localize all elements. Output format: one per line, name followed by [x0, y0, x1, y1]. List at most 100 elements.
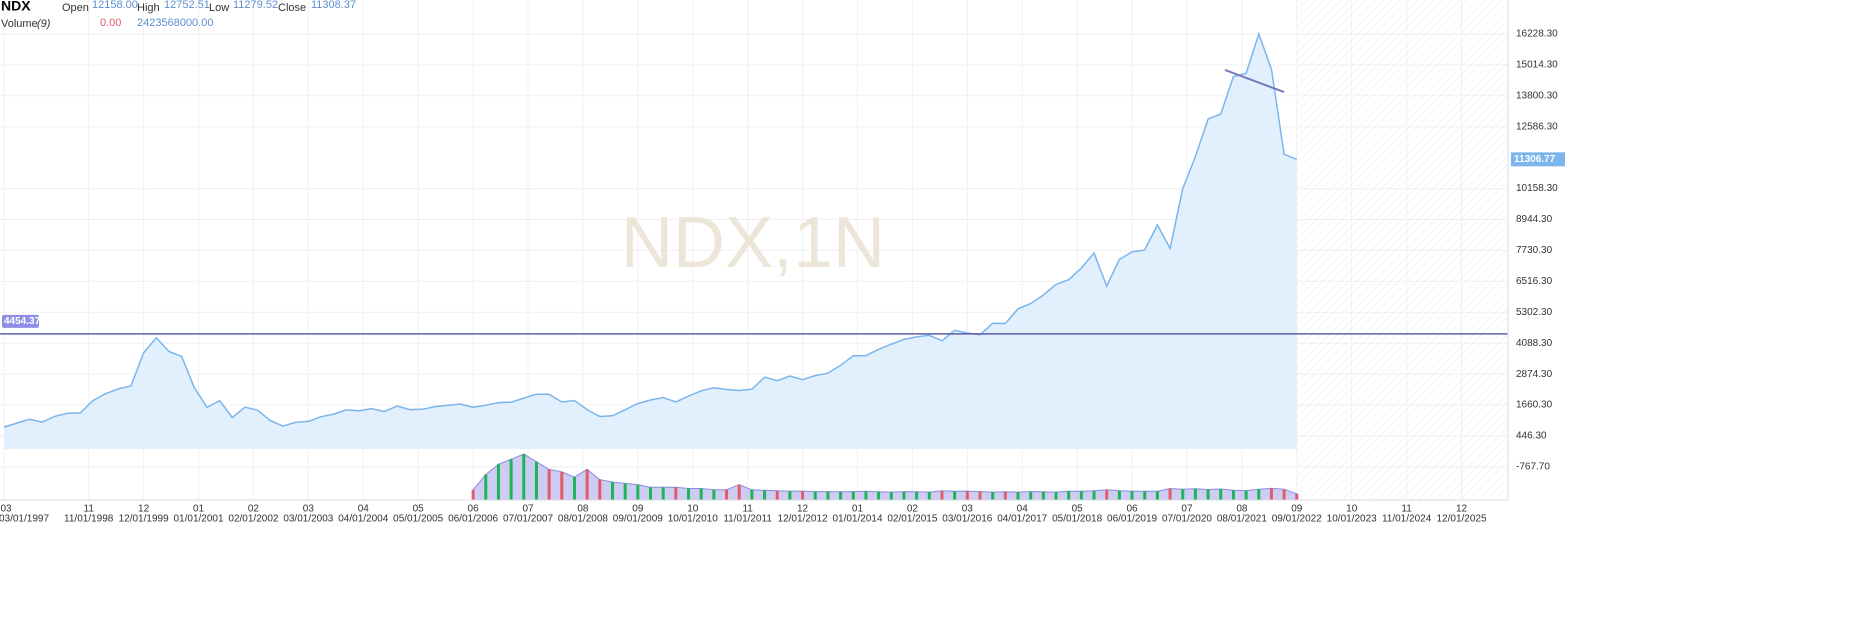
y-tick-label: 5302.30 [1516, 307, 1553, 318]
x-tick-label: 11 [84, 504, 95, 515]
x-tick-label: 01 [852, 504, 864, 515]
volume-bar [585, 469, 589, 500]
volume-bar [851, 491, 855, 500]
volume-bar [991, 492, 995, 500]
volume-bar [1092, 490, 1096, 500]
volume-bar [915, 491, 919, 500]
volume-bar [1041, 491, 1045, 500]
x-tick-label: 10/01/2010 [668, 514, 718, 525]
volume-bar [509, 459, 513, 500]
y-tick-label: 10158.30 [1516, 183, 1558, 194]
last-value-box [1511, 152, 1565, 167]
x-tick-label: 02/01/2015 [887, 514, 937, 525]
volume-bar [750, 489, 754, 500]
symbol: NDX [1, 0, 31, 14]
volume-bar [1079, 491, 1083, 500]
volume-bar [1143, 491, 1147, 500]
volume-bar [572, 477, 576, 500]
x-tick-label: 05 [1072, 504, 1084, 515]
volume-bar [534, 461, 538, 500]
x-tick-label: 03 [0, 504, 12, 515]
x-tick-label: 12 [797, 504, 809, 515]
x-tick-label: 12 [138, 504, 150, 515]
x-tick-label: 12/01/2012 [778, 514, 828, 525]
x-tick-label: 08 [577, 504, 589, 515]
field-value: 12752.51 [164, 0, 210, 11]
field-value: 12158.00 [92, 0, 138, 11]
x-tick-label: 06 [1126, 504, 1138, 515]
volume-bar [610, 482, 614, 500]
future-region [1296, 0, 1508, 500]
x-tick-label: 12/01/1999 [119, 514, 169, 525]
x-tick-label: 07 [522, 504, 534, 515]
x-tick-label: 03 [962, 504, 974, 515]
x-tick-label: 07/01/2020 [1162, 514, 1212, 525]
volume-bar [598, 479, 602, 500]
x-tick-label: 06/01/2006 [448, 514, 498, 525]
x-tick-label: 02 [248, 504, 260, 515]
volume-bar [801, 491, 805, 500]
volume-value: 2423568000.00 [137, 17, 213, 29]
x-tick-label: 03/01/2003 [283, 514, 333, 525]
volume-bar [940, 490, 944, 500]
volume-bar [1219, 489, 1223, 500]
x-tick-label: 10/01/2023 [1327, 514, 1377, 525]
volume-bar [1155, 491, 1159, 500]
x-tick-label: 09 [632, 504, 644, 515]
y-tick-label: 15014.30 [1516, 60, 1558, 71]
x-tick-label: 08/01/2008 [558, 514, 608, 525]
y-tick-label: 13800.30 [1516, 90, 1558, 101]
x-tick-label: 11/01/2024 [1382, 514, 1432, 525]
x-tick-label: 05/01/2005 [393, 514, 443, 525]
volume-bar [471, 489, 475, 500]
header: NDX Open 12158.00 High 12752.51 Low 1127… [1, 0, 356, 30]
field-label: Close [278, 2, 306, 14]
volume-bar [889, 492, 893, 500]
volume-bar [763, 490, 767, 500]
volume-period: (9) [37, 18, 51, 30]
level-label-box [2, 314, 39, 328]
x-tick-label: 03/01/2016 [942, 514, 992, 525]
volume-bar [1257, 489, 1261, 500]
volume-bar [1117, 490, 1121, 500]
x-tick-label: 03 [303, 504, 315, 515]
volume-label: Volume [1, 18, 38, 30]
y-tick-label: 12586.30 [1516, 121, 1558, 132]
volume-bar [953, 491, 957, 500]
volume-bar [649, 487, 653, 500]
field-label: Open [62, 2, 89, 14]
field-label: Low [209, 2, 229, 14]
volume-bar [1130, 491, 1134, 500]
x-tick-label: 02/01/2002 [228, 514, 278, 525]
x-tick-label: 11/01/1998 [64, 514, 114, 525]
y-tick-label: 16228.30 [1516, 29, 1558, 40]
y-tick-label: 4088.30 [1516, 338, 1553, 349]
volume-bar [725, 489, 729, 500]
volume-bar [813, 491, 817, 500]
volume-bar [1282, 489, 1286, 500]
volume-bar [623, 483, 627, 500]
trend-line [1224, 69, 1285, 93]
volume-bar [965, 491, 969, 500]
x-tick-label: 12 [1456, 504, 1468, 515]
volume-bar [1029, 491, 1033, 500]
volume-area [472, 453, 1298, 501]
x-tick-label: 03/01/1997 [0, 514, 49, 525]
line [3, 31, 1298, 428]
x-tick-label: 04/01/2004 [338, 514, 388, 525]
volume-bar [496, 464, 500, 500]
volume-bar [788, 491, 792, 500]
volume-bar [699, 488, 703, 500]
volume-bar [674, 487, 678, 500]
field-label: High [137, 2, 160, 14]
volume-bar [547, 469, 551, 500]
volume-bar [1067, 491, 1071, 500]
volume-bar [1295, 493, 1299, 500]
x-tick-label: 09 [1291, 504, 1303, 515]
volume-bar [1054, 492, 1058, 500]
x-tick-label: 10 [687, 504, 699, 515]
x-tick-label: 06/01/2019 [1107, 514, 1157, 525]
x-tick-label: 04/01/2017 [997, 514, 1047, 525]
x-tick-label: 10 [1346, 504, 1358, 515]
